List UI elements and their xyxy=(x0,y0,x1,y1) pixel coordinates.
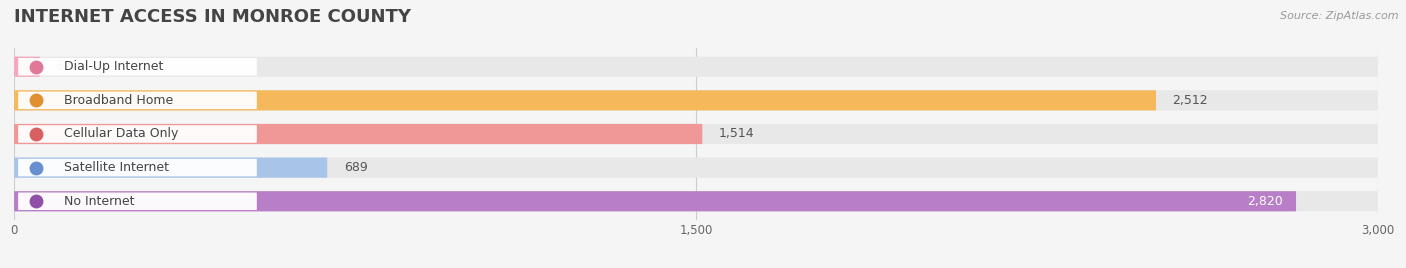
FancyBboxPatch shape xyxy=(14,124,703,144)
FancyBboxPatch shape xyxy=(14,90,1378,110)
FancyBboxPatch shape xyxy=(14,158,328,178)
FancyBboxPatch shape xyxy=(14,191,1296,211)
FancyBboxPatch shape xyxy=(18,125,257,143)
FancyBboxPatch shape xyxy=(18,159,257,176)
Text: 2,512: 2,512 xyxy=(1173,94,1208,107)
FancyBboxPatch shape xyxy=(14,90,1156,110)
Text: Cellular Data Only: Cellular Data Only xyxy=(65,128,179,140)
FancyBboxPatch shape xyxy=(14,57,39,77)
FancyBboxPatch shape xyxy=(14,191,1378,211)
FancyBboxPatch shape xyxy=(18,58,257,76)
FancyBboxPatch shape xyxy=(14,124,1378,144)
Text: Broadband Home: Broadband Home xyxy=(65,94,173,107)
FancyBboxPatch shape xyxy=(18,92,257,109)
FancyBboxPatch shape xyxy=(18,192,257,210)
Text: 689: 689 xyxy=(343,161,367,174)
Text: 1,514: 1,514 xyxy=(718,128,755,140)
Text: Dial-Up Internet: Dial-Up Internet xyxy=(65,60,163,73)
Text: INTERNET ACCESS IN MONROE COUNTY: INTERNET ACCESS IN MONROE COUNTY xyxy=(14,8,411,26)
Text: 57: 57 xyxy=(56,60,72,73)
Text: No Internet: No Internet xyxy=(65,195,135,208)
FancyBboxPatch shape xyxy=(14,57,1378,77)
Text: Source: ZipAtlas.com: Source: ZipAtlas.com xyxy=(1281,11,1399,21)
FancyBboxPatch shape xyxy=(14,158,1378,178)
Text: Satellite Internet: Satellite Internet xyxy=(65,161,169,174)
Text: 2,820: 2,820 xyxy=(1247,195,1282,208)
